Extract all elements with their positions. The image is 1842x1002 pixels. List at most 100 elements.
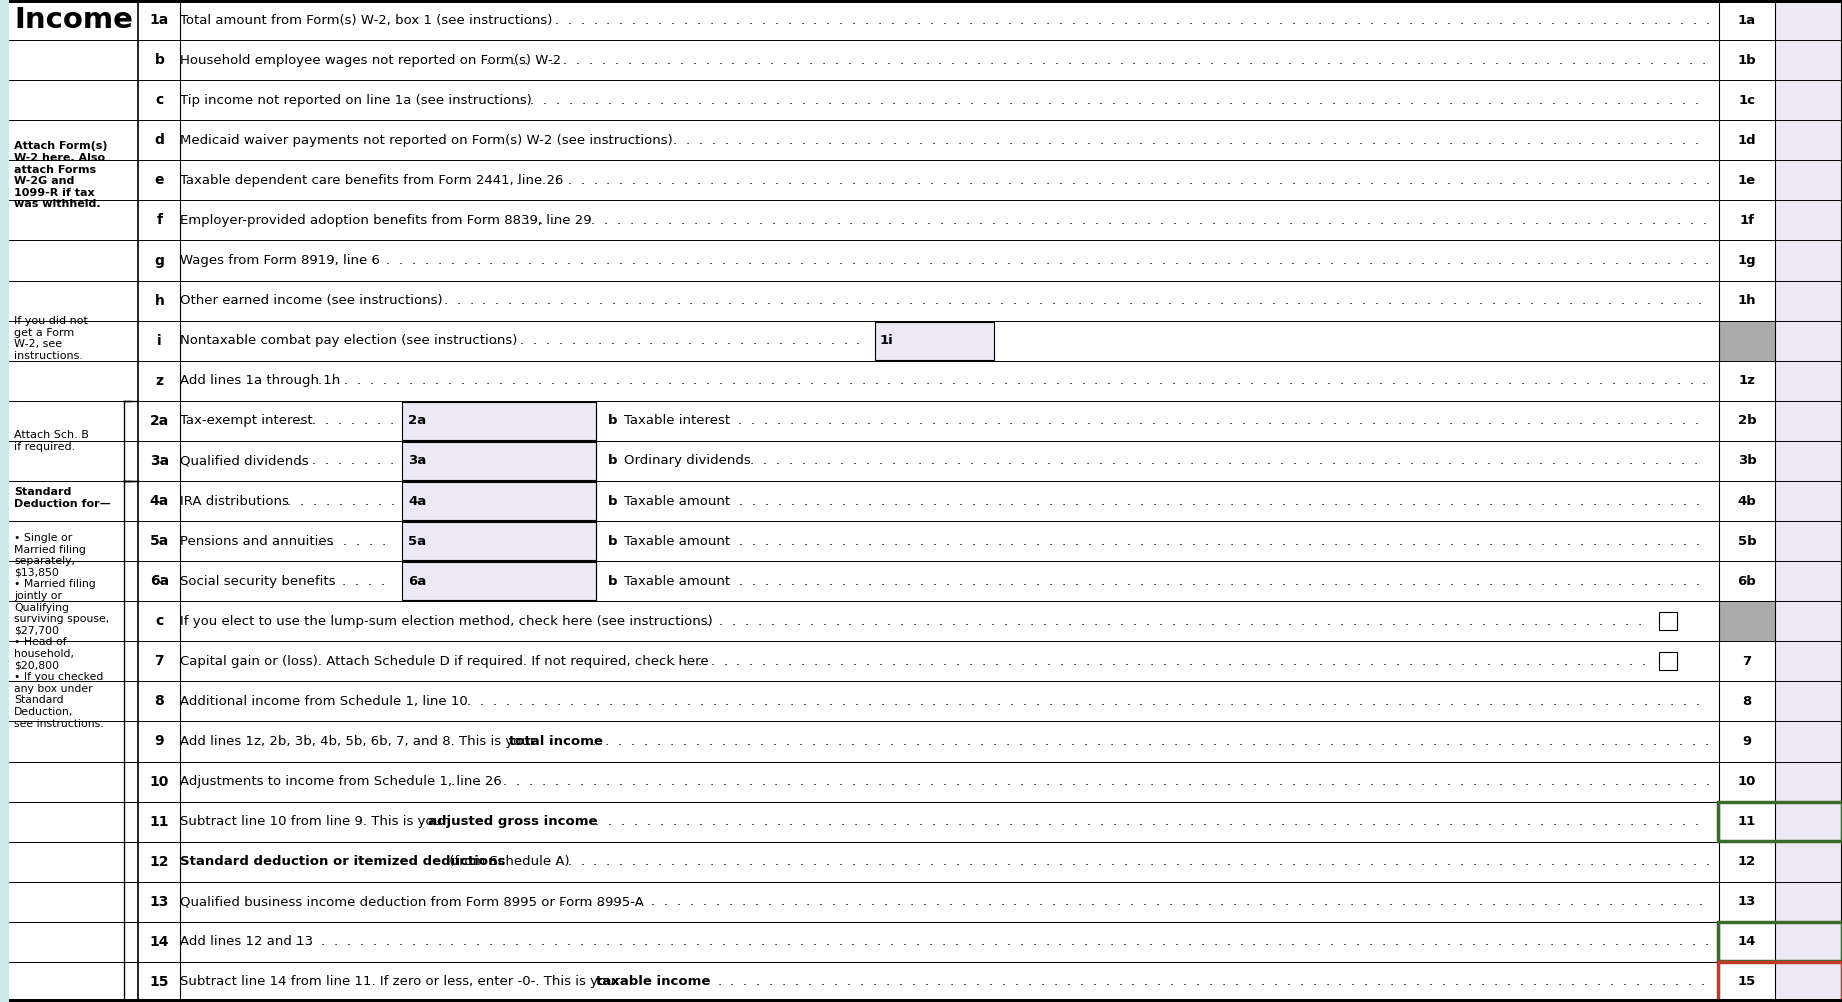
Text: .: .	[507, 335, 510, 347]
Text: .: .	[1358, 134, 1363, 146]
Text: .: .	[1032, 936, 1037, 948]
Text: .: .	[904, 455, 908, 467]
Text: .: .	[752, 695, 755, 707]
Text: .: .	[1643, 535, 1649, 547]
Text: .: .	[698, 94, 702, 106]
Text: .: .	[490, 776, 494, 788]
Text: .: .	[1617, 535, 1623, 547]
Text: .: .	[1383, 94, 1387, 106]
Text: .: .	[962, 295, 965, 307]
Text: .: .	[901, 375, 904, 387]
Text: .: .	[696, 856, 700, 868]
Bar	[402, 442, 597, 480]
Text: .: .	[1591, 134, 1595, 146]
Text: .: .	[1321, 695, 1324, 707]
Text: .: .	[890, 856, 895, 868]
Text: .: .	[770, 375, 775, 387]
Text: .: .	[726, 495, 729, 507]
Text: .: .	[313, 495, 317, 507]
Text: .: .	[1575, 255, 1580, 267]
Text: .: .	[1501, 495, 1505, 507]
Text: .: .	[812, 174, 818, 186]
Text: Taxable amount: Taxable amount	[624, 495, 729, 507]
Text: .: .	[799, 255, 803, 267]
Text: Subtract line 14 from line 11. If zero or less, enter -0-. This is your: Subtract line 14 from line 11. If zero o…	[181, 976, 624, 988]
Text: .: .	[787, 856, 792, 868]
Text: .: .	[1544, 295, 1547, 307]
Text: .: .	[1514, 535, 1520, 547]
Text: .: .	[880, 495, 884, 507]
Text: .: .	[914, 615, 917, 627]
Text: .: .	[1488, 816, 1492, 828]
Text: .: .	[1591, 94, 1595, 106]
Text: .: .	[538, 214, 543, 226]
Text: .: .	[857, 335, 860, 347]
Text: .: .	[411, 936, 416, 948]
Text: .: .	[801, 134, 807, 146]
Text: .: .	[1205, 495, 1208, 507]
Text: .: .	[484, 54, 490, 66]
Text: .: .	[700, 695, 704, 707]
Text: .: .	[1170, 976, 1173, 988]
Text: .: .	[385, 255, 391, 267]
Text: .: .	[1061, 535, 1067, 547]
Text: .: .	[1087, 415, 1090, 427]
Text: .: .	[1100, 134, 1103, 146]
Text: .: .	[871, 896, 875, 908]
Text: .: .	[396, 375, 400, 387]
Text: .: .	[1638, 375, 1641, 387]
Text: .: .	[1227, 776, 1230, 788]
Text: .: .	[1685, 896, 1689, 908]
Text: .: .	[516, 776, 519, 788]
Text: .: .	[1280, 455, 1284, 467]
Text: .: .	[1382, 856, 1387, 868]
Text: .: .	[932, 816, 936, 828]
Text: .: .	[308, 936, 311, 948]
Text: .: .	[1240, 14, 1243, 26]
Text: .: .	[1680, 255, 1684, 267]
Text: .: .	[840, 94, 844, 106]
Text: .: .	[683, 174, 687, 186]
Text: .: .	[1113, 816, 1116, 828]
Text: .: .	[577, 54, 580, 66]
Text: .: .	[1159, 54, 1162, 66]
Text: .: .	[1400, 295, 1405, 307]
Text: .: .	[1175, 655, 1181, 667]
Text: .: .	[849, 375, 853, 387]
Text: .: .	[1020, 856, 1024, 868]
Text: .: .	[1474, 655, 1477, 667]
Text: 8: 8	[155, 694, 164, 708]
Text: .: .	[943, 655, 947, 667]
Text: .: .	[663, 896, 669, 908]
Text: .: .	[1604, 134, 1608, 146]
Text: .: .	[965, 615, 969, 627]
Text: .: .	[796, 54, 799, 66]
Text: .: .	[693, 615, 696, 627]
Text: .: .	[593, 856, 597, 868]
Text: .: .	[1658, 535, 1661, 547]
Text: .: .	[1332, 134, 1337, 146]
Text: .: .	[731, 54, 735, 66]
Text: .: .	[1330, 14, 1335, 26]
Text: 1f: 1f	[1739, 214, 1754, 226]
Text: taxable income: taxable income	[595, 976, 711, 988]
Text: 3a: 3a	[409, 455, 426, 467]
Text: .: .	[580, 174, 584, 186]
Text: .: .	[569, 94, 573, 106]
Text: .: .	[350, 455, 354, 467]
Text: .: .	[1295, 575, 1299, 587]
Text: .: .	[853, 94, 857, 106]
Text: .: .	[840, 816, 845, 828]
Text: .: .	[962, 896, 965, 908]
Text: .: .	[617, 214, 621, 226]
Text: .: .	[637, 896, 643, 908]
Text: .: .	[1411, 495, 1415, 507]
Text: .: .	[1695, 94, 1698, 106]
Text: .: .	[991, 615, 995, 627]
Text: .: .	[825, 776, 831, 788]
Text: .: .	[1116, 896, 1120, 908]
Text: .: .	[945, 415, 949, 427]
Text: .: .	[1054, 976, 1057, 988]
Text: .: .	[1551, 174, 1555, 186]
Text: .: .	[812, 255, 816, 267]
